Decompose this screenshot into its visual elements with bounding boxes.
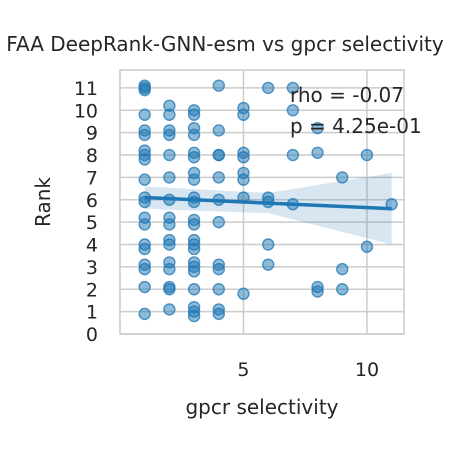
y-tick-label: 7 [86, 167, 98, 189]
data-point [163, 303, 176, 316]
data-point [138, 242, 151, 256]
data-point [138, 280, 151, 294]
data-point [187, 151, 201, 164]
data-point [163, 218, 176, 231]
data-point [187, 265, 201, 278]
data-point [237, 108, 250, 121]
data-point [311, 285, 324, 298]
confidence-band [144, 172, 392, 245]
data-point [138, 108, 151, 121]
data-point [336, 171, 349, 184]
data-point [187, 108, 201, 121]
data-point [311, 146, 324, 159]
data-point [212, 171, 225, 184]
y-tick-label: 9 [86, 123, 98, 145]
data-point [187, 283, 201, 296]
data-point [360, 240, 374, 253]
data-point [187, 218, 201, 231]
data-point [261, 238, 275, 251]
data-point [360, 148, 374, 162]
regression-line-group [144, 195, 392, 211]
data-point [138, 81, 151, 95]
y-tick-label: 3 [86, 257, 98, 279]
data-points [138, 79, 398, 323]
data-point [163, 171, 176, 184]
y-tick-label: 11 [74, 78, 98, 100]
y-tick-label: 8 [86, 145, 98, 167]
data-point [163, 108, 176, 121]
data-point [311, 121, 324, 135]
regression-line [144, 195, 392, 211]
data-point [237, 173, 250, 186]
data-point [138, 262, 151, 276]
data-point [163, 262, 176, 276]
data-point [237, 151, 250, 164]
chart-title: FAA DeepRank-GNN-esm vs gpcr selectivity [6, 32, 444, 56]
y-tick-label: 10 [74, 100, 98, 122]
data-point [187, 242, 201, 256]
data-point [237, 287, 250, 300]
data-point [187, 128, 201, 142]
data-point [212, 215, 225, 229]
data-point [286, 104, 300, 117]
data-point [138, 307, 151, 321]
x-tick-label: 10 [355, 359, 379, 381]
data-point [212, 148, 225, 162]
data-point [261, 81, 275, 95]
y-tick-label: 6 [86, 190, 98, 212]
data-point [138, 128, 151, 142]
data-point [336, 262, 349, 276]
p-value-annotation: p = 4.25e-01 [290, 114, 422, 138]
data-point [163, 238, 176, 251]
data-point [212, 124, 225, 137]
y-axis-label: Rank [31, 177, 55, 227]
data-point [212, 307, 225, 321]
data-point [138, 218, 151, 231]
data-point [286, 81, 300, 95]
data-point [138, 173, 151, 186]
data-point [212, 262, 225, 276]
x-axis-label: gpcr selectivity [185, 395, 338, 419]
data-point [286, 148, 300, 162]
data-point [187, 173, 201, 186]
data-point [212, 79, 225, 92]
y-tick-label: 4 [86, 235, 98, 257]
data-point [163, 128, 176, 142]
data-point [212, 283, 225, 296]
data-point [187, 309, 201, 323]
y-tick-label: 2 [86, 279, 98, 301]
data-point [138, 153, 151, 166]
data-point [336, 283, 349, 296]
y-tick-label: 0 [86, 324, 98, 346]
data-point [163, 148, 176, 162]
data-point [261, 258, 275, 271]
x-ticks: 5 10 [237, 359, 379, 381]
y-tick-label: 5 [86, 212, 98, 234]
plot-frame [119, 69, 405, 335]
data-point [163, 283, 176, 296]
rho-annotation: rho = -0.07 [290, 83, 404, 107]
x-tick-label: 5 [237, 359, 249, 381]
y-tick-label: 1 [86, 302, 98, 324]
ci-band-area [144, 172, 392, 245]
